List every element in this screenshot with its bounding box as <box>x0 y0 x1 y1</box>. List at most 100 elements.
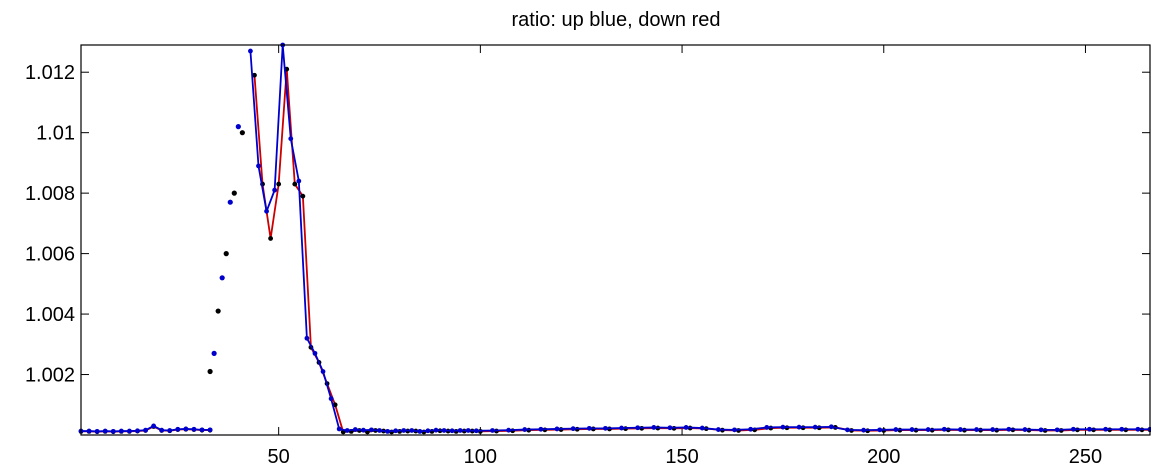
data-point <box>167 428 173 433</box>
y-tick-label: 1.01 <box>36 123 75 145</box>
data-point <box>1103 426 1109 432</box>
data-point <box>369 427 374 433</box>
data-point <box>1054 427 1060 433</box>
data-point <box>409 428 415 433</box>
data-point <box>377 428 382 433</box>
data-point <box>268 236 273 241</box>
data-point <box>1119 426 1125 432</box>
data-point <box>449 428 455 434</box>
x-tick-label: 150 <box>665 446 698 468</box>
data-point <box>118 428 124 434</box>
data-point <box>877 427 883 433</box>
plot-frame <box>80 44 1151 436</box>
axis-ticks <box>81 45 1150 435</box>
data-point <box>506 427 511 433</box>
data-point <box>635 425 641 431</box>
data-point <box>1135 426 1141 432</box>
data-point <box>603 425 608 431</box>
data-point <box>570 426 576 432</box>
data-point <box>239 130 245 136</box>
data-point <box>86 428 92 434</box>
y-tick-label: 1.006 <box>25 244 75 266</box>
data-point <box>328 396 334 402</box>
data-point <box>276 181 282 187</box>
axis-tick-labels: 50 100 150 200 250 1.002 1.004 1.006 1.008 1.01 1.… <box>25 62 1102 468</box>
data-point <box>812 424 818 430</box>
data-point <box>110 428 116 434</box>
data-point <box>360 427 366 433</box>
data-point <box>312 350 318 356</box>
data-point <box>667 425 673 431</box>
x-tick-label: 100 <box>464 446 497 468</box>
data-point <box>292 181 298 187</box>
data-point <box>215 308 221 314</box>
data-point <box>925 427 931 432</box>
y-tick-label: 1.012 <box>25 62 75 84</box>
data-point <box>199 427 205 433</box>
data-point <box>231 190 237 196</box>
data-point <box>219 275 225 281</box>
data-point <box>300 193 306 199</box>
data-point <box>191 426 197 432</box>
data-point <box>748 426 754 432</box>
data-point <box>715 427 721 432</box>
data-point <box>990 427 996 432</box>
data-point <box>385 428 390 434</box>
y-tick-label: 1.002 <box>25 365 75 387</box>
data-point <box>958 427 963 432</box>
data-point <box>1038 427 1044 433</box>
data-point <box>1022 427 1028 432</box>
x-tick-label: 250 <box>1069 446 1102 468</box>
data-point <box>796 424 802 430</box>
data-point <box>223 251 229 257</box>
data-point <box>465 428 471 433</box>
data-point <box>159 427 165 433</box>
data-point <box>393 428 399 434</box>
data-point <box>764 425 770 430</box>
x-tick-label: 50 <box>268 446 290 468</box>
data-point <box>522 427 528 432</box>
data-point <box>845 427 850 433</box>
data-point <box>175 426 181 432</box>
data-point <box>780 424 786 430</box>
data-point <box>127 428 132 434</box>
data-point <box>433 427 439 433</box>
y-tick-label: 1.004 <box>25 304 75 326</box>
data-point <box>304 335 310 341</box>
data-point <box>974 427 979 432</box>
series-1 <box>78 42 1151 434</box>
data-point <box>401 428 407 433</box>
data-point <box>183 426 189 432</box>
data-point <box>211 350 217 356</box>
data-point <box>1070 426 1076 432</box>
data-point <box>227 199 233 205</box>
data-point <box>143 427 148 433</box>
data-point <box>425 428 431 434</box>
data-point <box>151 423 157 429</box>
data-point <box>554 426 560 432</box>
data-point <box>344 428 350 433</box>
data-point <box>248 48 253 54</box>
data-point <box>457 428 463 433</box>
data-point <box>336 426 342 432</box>
data-point <box>586 425 592 431</box>
data-point <box>207 427 213 433</box>
series-line <box>249 44 1150 433</box>
data-point <box>256 163 261 169</box>
series-line <box>253 68 1150 433</box>
data-point <box>651 425 657 430</box>
data-point <box>538 426 544 432</box>
x-tick-label: 200 <box>867 446 900 468</box>
data-point <box>861 427 866 433</box>
data-point <box>732 427 737 433</box>
data-point <box>1006 426 1012 432</box>
data-point <box>296 178 302 184</box>
series-layer <box>78 42 1151 435</box>
series-0 <box>78 66 1151 435</box>
data-point <box>135 428 140 434</box>
data-point <box>441 428 447 433</box>
data-point <box>94 428 100 434</box>
data-point <box>1087 426 1092 432</box>
chart-title: ratio: up blue, down red <box>511 9 720 31</box>
